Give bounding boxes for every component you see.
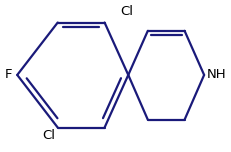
Text: Cl: Cl: [42, 129, 55, 142]
Text: F: F: [5, 68, 12, 81]
Text: NH: NH: [206, 68, 225, 81]
Text: Cl: Cl: [120, 5, 133, 18]
